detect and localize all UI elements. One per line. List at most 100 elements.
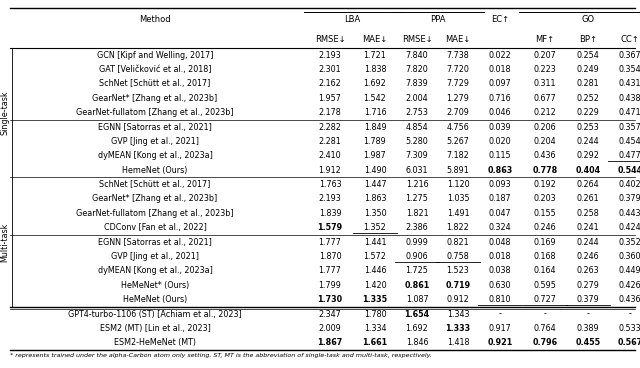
Text: 0.244: 0.244 <box>577 137 599 146</box>
Text: 0.449: 0.449 <box>619 266 640 275</box>
Text: 6.031: 6.031 <box>406 166 428 175</box>
Text: 1.572: 1.572 <box>364 252 387 261</box>
Text: 1.279: 1.279 <box>447 94 469 103</box>
Text: 0.169: 0.169 <box>534 238 556 247</box>
Text: 1.987: 1.987 <box>364 151 387 160</box>
Text: 0.258: 0.258 <box>577 209 600 218</box>
Text: 0.203: 0.203 <box>534 195 556 204</box>
Text: 1.035: 1.035 <box>447 195 469 204</box>
Text: GPT4-turbo-1106 (ST) [Achiam et al., 2023]: GPT4-turbo-1106 (ST) [Achiam et al., 202… <box>68 309 242 319</box>
Text: 0.357: 0.357 <box>619 123 640 132</box>
Text: HeMeNet* (Ours): HeMeNet* (Ours) <box>121 281 189 290</box>
Text: 1.334: 1.334 <box>364 324 387 333</box>
Text: 1.661: 1.661 <box>362 338 388 347</box>
Text: GearNet* [Zhang et al., 2023b]: GearNet* [Zhang et al., 2023b] <box>92 195 218 204</box>
Text: MAE↓: MAE↓ <box>362 35 388 43</box>
Text: 0.223: 0.223 <box>534 65 556 74</box>
Text: 5.280: 5.280 <box>406 137 428 146</box>
Text: 0.595: 0.595 <box>534 281 556 290</box>
Text: EGNN [Satorras et al., 2021]: EGNN [Satorras et al., 2021] <box>98 123 212 132</box>
Text: 0.861: 0.861 <box>404 281 429 290</box>
Text: 5.891: 5.891 <box>447 166 469 175</box>
Text: 1.789: 1.789 <box>364 137 387 146</box>
Text: 1.335: 1.335 <box>362 295 388 304</box>
Text: 0.389: 0.389 <box>577 324 599 333</box>
Text: 1.730: 1.730 <box>317 295 342 304</box>
Text: 0.254: 0.254 <box>577 51 600 60</box>
Text: 0.863: 0.863 <box>488 166 513 175</box>
Text: 1.692: 1.692 <box>406 324 428 333</box>
Text: 0.778: 0.778 <box>532 166 557 175</box>
Text: GVP [Jing et al., 2021]: GVP [Jing et al., 2021] <box>111 137 199 146</box>
Text: 1.838: 1.838 <box>364 65 387 74</box>
Text: 0.212: 0.212 <box>534 108 556 117</box>
Text: 0.097: 0.097 <box>488 79 511 88</box>
Text: 0.292: 0.292 <box>577 151 600 160</box>
Text: RMSE↓: RMSE↓ <box>315 35 346 43</box>
Text: 1.867: 1.867 <box>317 338 342 347</box>
Text: CDConv [Fan et al., 2022]: CDConv [Fan et al., 2022] <box>104 223 207 232</box>
Text: GVP [Jing et al., 2021]: GVP [Jing et al., 2021] <box>111 252 199 261</box>
Text: 0.426: 0.426 <box>619 281 640 290</box>
Text: * represents trained under the alpha-Carbon atom only setting. ST, MT is the abb: * represents trained under the alpha-Car… <box>10 354 432 358</box>
Text: GearNet-fullatom [Zhang et al., 2023b]: GearNet-fullatom [Zhang et al., 2023b] <box>76 209 234 218</box>
Text: SchNet [Schütt et al., 2017]: SchNet [Schütt et al., 2017] <box>99 180 211 189</box>
Text: 0.436: 0.436 <box>534 151 556 160</box>
Text: 1.777: 1.777 <box>319 266 341 275</box>
Text: 7.182: 7.182 <box>447 151 469 160</box>
Text: 0.727: 0.727 <box>534 295 556 304</box>
Text: 0.244: 0.244 <box>577 238 599 247</box>
Text: 2.193: 2.193 <box>319 195 341 204</box>
Text: 0.229: 0.229 <box>577 108 600 117</box>
Text: HemeNet (Ours): HemeNet (Ours) <box>122 166 188 175</box>
Text: 1.579: 1.579 <box>317 223 342 232</box>
Text: 0.630: 0.630 <box>489 281 511 290</box>
Text: SchNet [Schütt et al., 2017]: SchNet [Schütt et al., 2017] <box>99 79 211 88</box>
Text: 1.216: 1.216 <box>406 180 428 189</box>
Text: 7.738: 7.738 <box>447 51 469 60</box>
Text: 1.863: 1.863 <box>364 195 387 204</box>
Text: 1.654: 1.654 <box>404 309 429 319</box>
Text: 1.420: 1.420 <box>364 281 387 290</box>
Text: 0.246: 0.246 <box>534 223 556 232</box>
Text: 0.999: 0.999 <box>406 238 428 247</box>
Text: 1.447: 1.447 <box>364 180 387 189</box>
Text: 0.048: 0.048 <box>489 238 511 247</box>
Text: 1.343: 1.343 <box>447 309 469 319</box>
Text: GAT [Veličković et al., 2018]: GAT [Veličković et al., 2018] <box>99 65 211 74</box>
Text: 0.187: 0.187 <box>489 195 511 204</box>
Text: 0.379: 0.379 <box>577 295 600 304</box>
Text: 0.261: 0.261 <box>577 195 599 204</box>
Text: 0.912: 0.912 <box>447 295 469 304</box>
Text: EC↑: EC↑ <box>491 14 509 24</box>
Text: 0.047: 0.047 <box>489 209 511 218</box>
Text: 0.438: 0.438 <box>619 94 640 103</box>
Text: 1.716: 1.716 <box>364 108 387 117</box>
Text: 7.839: 7.839 <box>406 79 428 88</box>
Text: 1.087: 1.087 <box>406 295 428 304</box>
Text: 2.162: 2.162 <box>319 79 341 88</box>
Text: 0.367: 0.367 <box>619 51 640 60</box>
Text: 5.267: 5.267 <box>447 137 469 146</box>
Text: 2.004: 2.004 <box>406 94 428 103</box>
Text: 0.810: 0.810 <box>489 295 511 304</box>
Text: 1.780: 1.780 <box>364 309 387 319</box>
Text: 1.446: 1.446 <box>364 266 387 275</box>
Text: LBA: LBA <box>344 14 360 24</box>
Text: BP↑: BP↑ <box>579 35 597 43</box>
Text: 1.822: 1.822 <box>447 223 469 232</box>
Text: 2.347: 2.347 <box>319 309 341 319</box>
Text: HeMeNet (Ours): HeMeNet (Ours) <box>123 295 187 304</box>
Text: 7.820: 7.820 <box>406 65 428 74</box>
Text: 2.281: 2.281 <box>319 137 341 146</box>
Text: 1.725: 1.725 <box>406 266 428 275</box>
Text: 0.039: 0.039 <box>489 123 511 132</box>
Text: 7.840: 7.840 <box>406 51 428 60</box>
Text: -: - <box>628 309 632 319</box>
Text: 1.692: 1.692 <box>364 79 387 88</box>
Text: 0.719: 0.719 <box>445 281 470 290</box>
Text: 0.796: 0.796 <box>532 338 557 347</box>
Text: 0.455: 0.455 <box>575 338 600 347</box>
Text: 0.677: 0.677 <box>534 94 556 103</box>
Text: 0.311: 0.311 <box>534 79 556 88</box>
